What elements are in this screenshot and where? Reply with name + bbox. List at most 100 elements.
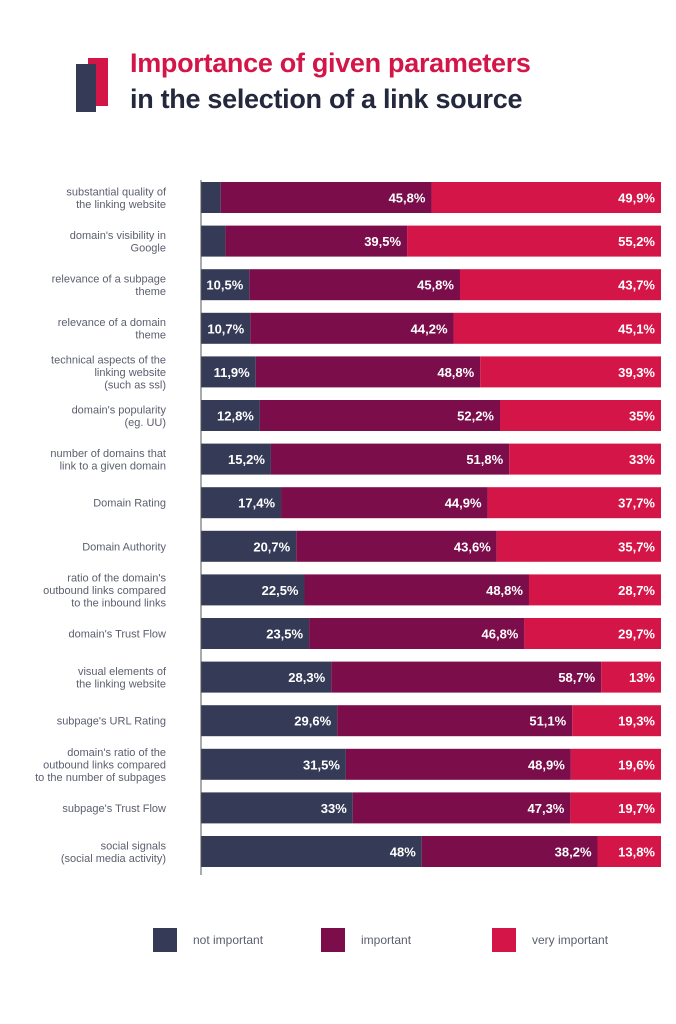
category-label-line: (social media activity): [61, 853, 166, 865]
bar-segment-important: [255, 356, 481, 388]
bar-segment-very-important: [597, 836, 661, 867]
bar-segment-very-important: [459, 269, 661, 301]
category-label-line: to the inbound links: [71, 597, 166, 609]
bar-segment-very-important: [570, 748, 661, 780]
data-label: 52,2%: [457, 409, 494, 424]
category-label: Domain Authority: [82, 541, 166, 553]
category-label: number of domains that link to a given do…: [50, 448, 166, 473]
category-label-line: link to a given domain: [60, 460, 166, 472]
bar-segment-very-important: [528, 574, 661, 606]
data-label: 48,8%: [437, 365, 474, 380]
data-label: 10,7%: [207, 321, 244, 336]
category-label: domain's popularity (eg. UU): [72, 404, 167, 429]
category-label-line: (such as ssl): [104, 379, 166, 391]
bar-segment-not-important: [201, 487, 282, 519]
data-label: 20,7%: [253, 539, 290, 554]
data-label: 48%: [390, 845, 416, 860]
category-label: substantial quality of the linking websit…: [66, 186, 167, 211]
category-label: subpage's URL Rating: [57, 716, 166, 728]
bar-segment-not-important: [201, 182, 221, 213]
category-label: relevance of a domain theme: [58, 317, 166, 342]
category-label-line: relevance of a subpage: [52, 273, 166, 285]
data-label: 35%: [629, 409, 655, 424]
bar-segment-important: [345, 748, 571, 780]
category-label: Domain Rating: [93, 498, 166, 510]
category-label: ratio of the domain's outbound links comp…: [43, 572, 166, 609]
bar-segment-very-important: [480, 356, 661, 388]
bar-segment-important: [250, 312, 454, 344]
data-label: 19,6%: [618, 757, 655, 772]
data-label: 51,1%: [529, 714, 566, 729]
data-label: 47,3%: [528, 801, 565, 816]
bar-segment-important: [249, 269, 460, 301]
category-label-line: linking website: [94, 367, 166, 379]
data-label: 35,7%: [618, 539, 655, 554]
data-label: 17,4%: [238, 496, 275, 511]
bar-segment-not-important: [201, 312, 251, 344]
bar-segment-very-important: [570, 792, 661, 824]
data-label: 43,7%: [618, 278, 655, 293]
bar-segment-not-important: [201, 443, 271, 475]
data-label: 19,3%: [618, 714, 655, 729]
data-label: 46,8%: [482, 627, 519, 642]
data-label: 45,8%: [417, 278, 454, 293]
legend-item-not-important: not important: [153, 928, 263, 952]
category-label: domain's visibility in Google: [70, 230, 166, 255]
category-label-line: substantial quality of: [66, 186, 167, 198]
bar-segment-very-important: [496, 530, 661, 562]
data-label: 29,7%: [618, 627, 655, 642]
data-label: 45,8%: [389, 191, 426, 206]
category-label-line: Domain Authority: [82, 541, 166, 553]
category-label-line: subpage's Trust Flow: [62, 803, 166, 815]
data-label: 48,9%: [528, 757, 565, 772]
bar-segment-very-important: [509, 443, 661, 475]
data-label: 39,5%: [364, 234, 401, 249]
bar-segment-not-important: [201, 225, 226, 257]
category-label-line: number of domains that: [50, 448, 166, 460]
legend-swatch-very-important: [492, 928, 516, 952]
data-label: 51,8%: [466, 452, 503, 467]
legend-label-very-important: very important: [532, 933, 609, 947]
category-label: subpage's Trust Flow: [62, 803, 166, 815]
category-label-line: Google: [131, 242, 166, 254]
data-label: 12,8%: [217, 409, 254, 424]
data-label: 38,2%: [555, 845, 592, 860]
bar-segment-not-important: [201, 792, 353, 824]
bar-segment-important: [309, 618, 525, 649]
data-label: 44,9%: [445, 496, 482, 511]
bar-segment-not-important: [201, 661, 332, 693]
legend-swatch-important: [321, 928, 345, 952]
category-label-line: domain's visibility in: [70, 230, 166, 242]
bar-segment-not-important: [201, 356, 256, 388]
data-label: 28,3%: [288, 670, 325, 685]
bar-segment-very-important: [601, 661, 661, 693]
category-label-line: social signals: [101, 840, 167, 852]
bar-segment-important: [296, 530, 497, 562]
bar-segment-not-important: [201, 705, 338, 737]
category-label-line: to the number of subpages: [35, 772, 166, 784]
data-label: 31,5%: [303, 757, 340, 772]
data-label: 55,2%: [618, 234, 655, 249]
category-label: domain's Trust Flow: [69, 629, 167, 641]
chart-title: Importance of given parameters in the se…: [130, 45, 531, 117]
data-label: 37,7%: [618, 496, 655, 511]
category-label: relevance of a subpage theme: [52, 273, 166, 298]
data-label: 45,1%: [618, 321, 655, 336]
bar-segment-important: [281, 487, 488, 519]
data-label: 13,8%: [618, 845, 655, 860]
category-label-line: Domain Rating: [93, 498, 166, 510]
bar-segment-important: [337, 705, 573, 737]
category-label-line: technical aspects of the: [51, 354, 166, 366]
data-label: 23,5%: [266, 627, 303, 642]
category-label-line: theme: [135, 286, 166, 298]
bar-segment-important: [304, 574, 529, 606]
bar-segment-important: [259, 400, 500, 431]
bar-segment-important: [331, 661, 602, 693]
category-label: domain's ratio of the outbound links comp…: [35, 747, 166, 784]
category-label: social signals (social media activity): [61, 840, 167, 865]
data-label: 15,2%: [228, 452, 265, 467]
data-label: 22,5%: [262, 583, 299, 598]
bar-segment-important: [352, 792, 571, 824]
bar-segment-not-important: [201, 400, 260, 431]
data-label: 10,5%: [206, 278, 243, 293]
